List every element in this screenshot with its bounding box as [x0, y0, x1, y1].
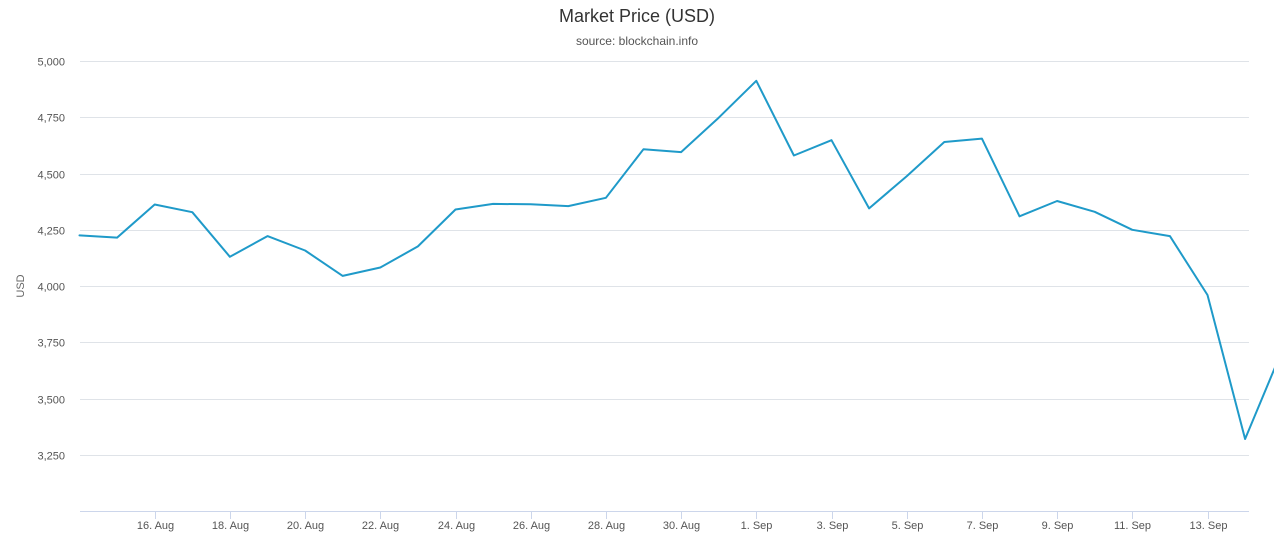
x-tick-label: 26. Aug	[513, 520, 550, 532]
x-axis-ticks: 16. Aug 18. Aug 20. Aug 22. Aug 24. Aug 26. A…	[137, 511, 1228, 532]
y-tick-label: 3,250	[37, 451, 65, 463]
y-tick-label: 4,500	[37, 170, 65, 182]
x-tick-label: 16. Aug	[137, 520, 174, 532]
series-layer	[78, 79, 1274, 440]
y-tick-label: 4,000	[37, 282, 65, 294]
x-tick-label: 1. Sep	[741, 520, 773, 532]
y-tick-label: 3,500	[37, 395, 65, 407]
x-tick-label: 18. Aug	[212, 520, 249, 532]
y-axis-ticks: 3,250 3,500 3,750 4,000 4,250 4,500 4,750 5,000	[37, 57, 65, 463]
series-line	[78, 79, 1274, 440]
y-axis-label: USD	[15, 274, 27, 297]
grid-layer	[80, 61, 1249, 512]
y-tick-label: 5,000	[37, 57, 65, 69]
y-tick-label: 3,750	[37, 338, 65, 350]
chart-title: Market Price (USD)	[558, 6, 715, 26]
y-tick-label: 4,750	[37, 113, 65, 125]
x-tick-label: 7. Sep	[967, 520, 999, 532]
x-tick-label: 20. Aug	[287, 520, 324, 532]
x-tick-label: 30. Aug	[663, 520, 700, 532]
x-tick-label: 13. Sep	[1190, 520, 1228, 532]
x-tick-label: 28. Aug	[588, 520, 625, 532]
chart-subtitle: source: blockchain.info	[575, 34, 699, 48]
x-tick-label: 3. Sep	[817, 520, 849, 532]
y-tick-label: 4,250	[37, 226, 65, 238]
x-tick-label: 5. Sep	[892, 520, 924, 532]
x-tick-label: 9. Sep	[1042, 520, 1074, 532]
x-tick-label: 24. Aug	[438, 520, 475, 532]
x-tick-label: 22. Aug	[362, 520, 399, 532]
x-tick-label: 11. Sep	[1114, 520, 1151, 532]
